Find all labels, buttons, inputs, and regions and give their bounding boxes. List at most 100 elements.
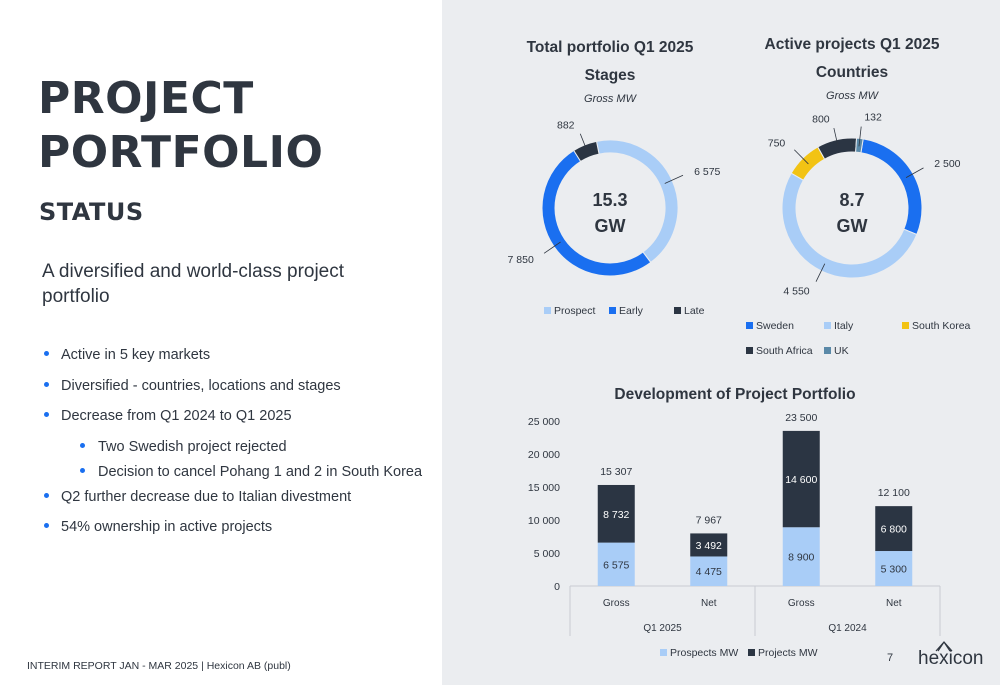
hexicon-logo: hexicon	[918, 640, 988, 670]
bar-segment-projects-mw	[782, 430, 820, 528]
bar-segment-prospects-mw	[597, 542, 635, 586]
leader-line	[815, 263, 826, 282]
legend-label: Prospects MW	[670, 647, 738, 659]
slice-value-label: 4 550	[783, 286, 809, 298]
center-value: 8.7	[839, 190, 864, 210]
leader-line	[794, 149, 809, 165]
chart-title: Active projects Q1 2025	[765, 36, 940, 53]
slice-value-label: 800	[812, 113, 830, 125]
leader-line	[579, 133, 589, 153]
chart-subtitle: Gross MW	[584, 93, 638, 105]
legend-swatch	[902, 322, 909, 329]
bullet-item: Active in 5 key markets	[42, 345, 422, 376]
legend-swatch	[660, 649, 667, 656]
y-tick-label: 25 000	[528, 416, 560, 428]
bar-total-label: 23 500	[785, 412, 817, 424]
page-number: 7	[887, 652, 894, 664]
legend-label: Late	[684, 305, 705, 317]
legend-label: Projects MW	[758, 647, 818, 659]
donut-slice-late	[573, 140, 600, 163]
title-line-2: PORTFOLIO	[38, 126, 324, 178]
legend-swatch	[746, 322, 753, 329]
center-unit: GW	[837, 216, 868, 236]
bar-chart-title: Development of Project Portfolio	[614, 386, 855, 403]
title-line-1: PROJECT	[38, 73, 254, 124]
donut-slice-early	[541, 149, 652, 277]
legend-label: South Africa	[756, 345, 813, 357]
bar-segment-prospects-mw	[782, 527, 820, 586]
slice-value-label: 132	[864, 112, 882, 124]
legend-swatch	[824, 347, 831, 354]
legend-swatch	[824, 322, 831, 329]
chart-title: Total portfolio Q1 2025	[527, 39, 694, 56]
group-label: Q1 2024	[828, 623, 867, 634]
chart-title-line-2: Countries	[816, 64, 888, 81]
y-tick-label: 15 000	[528, 482, 560, 494]
page-subtitle: STATUS	[39, 198, 144, 226]
bar-segment-projects-mw	[597, 484, 635, 543]
x-tick-label: Net	[886, 598, 902, 609]
center-unit: GW	[595, 216, 626, 236]
bar-total-label: 12 100	[878, 487, 910, 499]
legend-swatch	[748, 649, 755, 656]
slice-value-label: 750	[768, 138, 786, 150]
logo-mark-icon	[935, 641, 953, 652]
bar-segment-projects-mw	[875, 506, 913, 552]
leader-line	[833, 127, 839, 148]
legend-label: Sweden	[756, 320, 794, 332]
chart-subtitle: Gross MW	[826, 90, 880, 102]
bar-value-label: 8 900	[788, 552, 814, 564]
bar-total-label: 7 967	[696, 514, 722, 526]
leader-line	[858, 126, 862, 147]
y-tick-label: 0	[554, 581, 560, 593]
legend-label: South Korea	[912, 320, 971, 332]
bullet-item: Diversified - countries, locations and s…	[42, 376, 422, 407]
leader-line	[664, 174, 684, 184]
bar-segment-projects-mw	[690, 533, 728, 557]
bar-value-label: 6 575	[603, 559, 629, 571]
y-tick-label: 20 000	[528, 449, 560, 461]
bar-value-label: 3 492	[696, 540, 722, 552]
y-tick-label: 5 000	[534, 548, 560, 560]
bullet-item: 54% ownership in active projects	[42, 517, 422, 548]
bullet-item: Q2 further decrease due to Italian dives…	[42, 487, 422, 518]
chart-title-line-2: Stages	[585, 67, 636, 84]
bar-value-label: 8 732	[603, 509, 629, 521]
bar-segment-prospects-mw	[875, 551, 913, 586]
bar-value-label: 14 600	[785, 474, 817, 486]
x-tick-label: Net	[701, 598, 717, 609]
bullet-list: Active in 5 key markets Diversified - cou…	[42, 345, 422, 548]
legend-swatch	[544, 307, 551, 314]
bullet-item: Two Swedish project rejected	[42, 437, 422, 462]
bar-value-label: 6 800	[881, 524, 907, 536]
x-tick-label: Gross	[788, 598, 815, 609]
group-label: Q1 2025	[643, 623, 682, 634]
donut-slice-sweden	[860, 138, 923, 236]
legend-label: Early	[619, 305, 644, 317]
text-panel: PROJECT PORTFOLIO STATUS A diversified a…	[0, 0, 442, 685]
slice-value-label: 882	[557, 119, 575, 131]
footer-text: INTERIM REPORT JAN - MAR 2025 | Hexicon …	[27, 660, 291, 672]
bar-segment-prospects-mw	[690, 556, 728, 586]
legend-label: UK	[834, 345, 849, 357]
bar-value-label: 4 475	[696, 566, 722, 578]
leader-line	[543, 241, 561, 254]
x-tick-label: Gross	[603, 598, 630, 609]
slice-value-label: 7 850	[508, 254, 534, 266]
legend-label: Italy	[834, 320, 854, 332]
y-tick-label: 10 000	[528, 515, 560, 527]
slice-value-label: 6 575	[694, 166, 720, 178]
bar-value-label: 5 300	[881, 564, 907, 576]
legend-swatch	[674, 307, 681, 314]
bullet-item: Decision to cancel Pohang 1 and 2 in Sou…	[42, 462, 422, 487]
legend-swatch	[746, 347, 753, 354]
page-title: PROJECT PORTFOLIO	[38, 72, 323, 179]
center-value: 15.3	[592, 190, 627, 210]
logo-text: hexicon	[918, 648, 984, 669]
bar-total-label: 15 307	[600, 466, 632, 478]
lead-text: A diversified and world-class project po…	[42, 261, 345, 307]
legend-label: Prospect	[554, 305, 596, 317]
slice-value-label: 2 500	[934, 158, 960, 170]
leader-line	[905, 167, 924, 179]
